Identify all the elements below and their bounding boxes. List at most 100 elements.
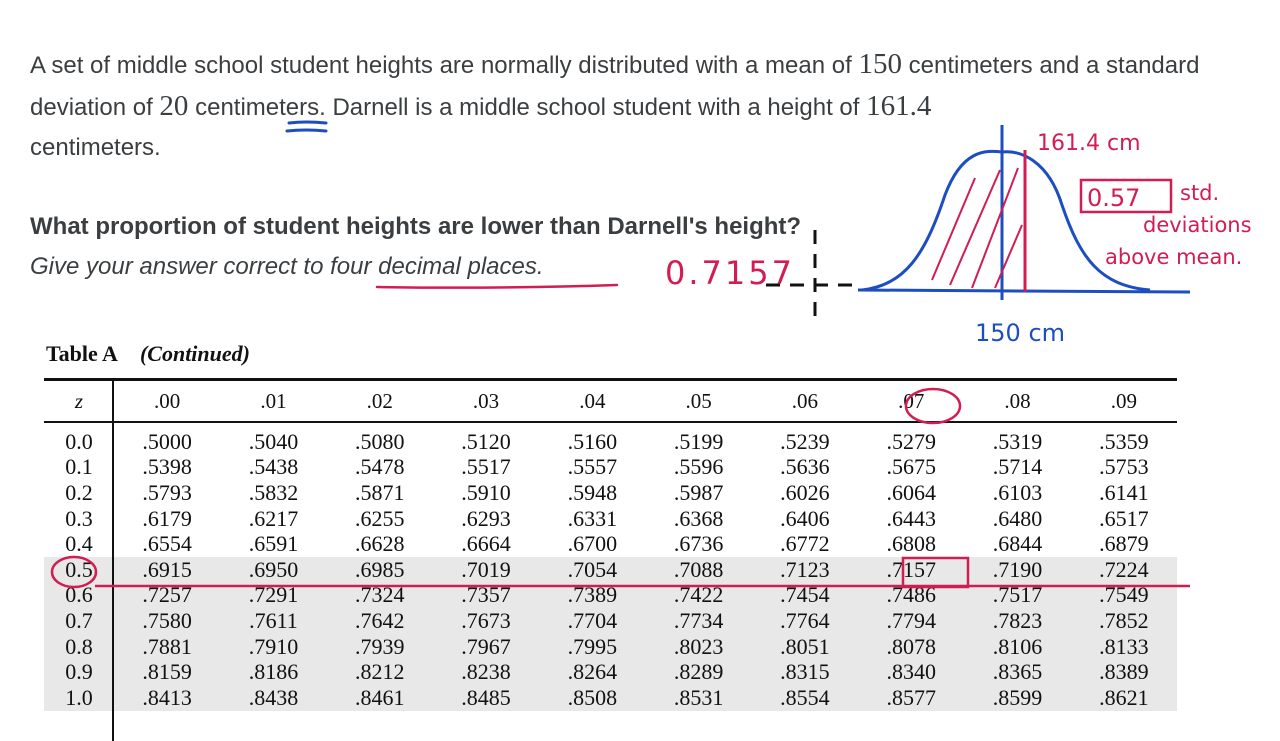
z-value-cell: 0.3 [65,505,93,531]
table-row: 0.8 .7881 .7910 .7939 .7967 .7995 .8023 .8051 .8… [44,634,1177,660]
table-header-row: z .00 .01 .02 .03 .04 .05 .06 .07 .08 .0… [44,381,1177,421]
probability-cell: .8577 [886,684,936,710]
table-body: 0.0.5000.5040.5080.5120.5160.5199.5239.5… [44,429,1177,711]
probability-cell: .7224 [1099,556,1149,582]
probability-cell: .8051 [780,633,830,659]
probability-cell: .6217 [248,505,299,531]
probability-cell: .6368 [673,505,724,531]
problem-text-2: centimeters and a standard deviation of [30,52,1200,121]
probability-cell: .7881 [142,633,192,659]
probability-cell: .5596 [673,454,724,480]
probability-cell: .7291 [248,582,299,608]
probability-cell: .8531 [673,684,724,710]
table-row: 0.0 .5000 .5040 .5080 .5120 .5160 .5199 .5239 .5… [44,429,1177,455]
probability-cell: .6443 [886,505,936,531]
probability-cell: .7642 [354,607,405,633]
probability-cell: .6844 [992,531,1043,557]
probability-cell: .7611 [249,607,298,633]
table-row: 0.6 .7257 .7291 .7324 .7357 .7389 .7422 .7454 .7… [44,582,1177,609]
probability-cell: .5000 [142,428,192,454]
probability-cell: .8389 [1099,659,1149,685]
col-header: .04 [579,388,606,413]
probability-cell: .7190 [992,556,1043,582]
probability-cell: .8340 [886,659,936,685]
z-value-cell: 0.2 [65,479,93,505]
probability-cell: .5359 [1099,428,1149,454]
probability-cell: .7257 [142,582,192,608]
question-text: What proportion of student heights are l… [30,213,802,240]
probability-cell: .8315 [780,659,830,685]
problem-text-4: centimeters. [30,134,161,161]
probability-cell: .8621 [1099,684,1149,710]
z-value-cell: 0.5 [65,556,93,582]
probability-cell: .5557 [567,454,618,480]
probability-cell: .8212 [354,659,405,685]
probability-cell: .7389 [567,582,618,608]
table-row: 0.7 .7580 .7611 .7642 .7673 .7704 .7734 .7764 .7… [44,608,1177,634]
table-row: 0.2 .5793 .5832 .5871 .5910 .5948 .5987 .6026 .6… [44,480,1177,506]
probability-cell: .5987 [673,479,724,505]
probability-cell: .5714 [992,454,1043,480]
table-row: 0.4 .6554 .6591 .6628 .6664 .6700 .6736 .6772 .6… [44,531,1177,557]
probability-cell: .7823 [992,607,1043,633]
mean-value: 150 [858,48,902,80]
probability-cell: .7019 [461,556,511,582]
probability-cell: .7995 [567,633,618,659]
probability-cell: .7517 [992,582,1043,608]
probability-cell: .5319 [992,428,1043,454]
table-top-rule [44,378,1177,381]
probability-cell: .6772 [780,531,830,557]
table-row: 0.3 .6179 .6217 .6255 .6293 .6331 .6368 .6406 .6… [44,506,1177,532]
z-value-box [1079,178,1173,214]
probability-cell: .8238 [461,659,511,685]
sd-label-line2: deviations [1143,213,1252,237]
probability-cell: .5040 [248,428,299,454]
col-header: .02 [366,388,393,413]
z-value-cell: 0.4 [65,531,93,557]
col-header: .09 [1110,388,1137,413]
probability-cell: .8264 [567,659,618,685]
col-header: .08 [1004,388,1031,413]
probability-cell: .7088 [673,556,724,582]
probability-cell: .6628 [354,531,405,557]
table-caption: Table A (Continued) [46,341,250,367]
probability-cell: .6664 [461,531,511,557]
probability-cell: .7486 [886,582,936,608]
z-value-cell: 0.7 [65,607,93,633]
probability-cell: .7580 [142,607,192,633]
probability-cell: .7734 [673,607,724,633]
probability-cell: .7939 [354,633,405,659]
probability-cell: .8133 [1099,633,1149,659]
probability-cell: .6064 [886,479,936,505]
probability-cell: .5279 [886,428,936,454]
probability-cell: .7704 [567,607,618,633]
probability-cell: .7764 [780,607,830,633]
table-z-divider [112,381,114,741]
probability-cell: .7852 [1099,607,1149,633]
probability-cell: .8159 [142,659,192,685]
probability-cell: .5636 [780,454,830,480]
probability-cell: .5910 [461,479,511,505]
probability-cell: .7357 [461,582,511,608]
problem-statement: A set of middle school student heights a… [30,44,1275,168]
probability-cell: .5948 [567,479,618,505]
probability-cell: .5239 [780,428,830,454]
z-value-cell: 0.1 [65,454,93,480]
probability-cell: .5871 [354,479,405,505]
table-continued: (Continued) [139,341,250,366]
probability-cell: .7549 [1099,582,1149,608]
problem-text-1: A set of middle school student heights a… [30,52,859,79]
probability-cell: .8023 [673,633,724,659]
z-header: z [74,388,84,413]
col-header: .06 [791,388,819,413]
probability-cell: .7422 [673,582,724,608]
col-header: .00 [154,388,181,413]
probability-cell: .8078 [886,633,936,659]
probability-cell: .5675 [886,454,936,480]
probability-cell: .5832 [248,479,299,505]
z-value-cell: 0.0 [65,428,93,454]
probability-cell: .5199 [673,428,724,454]
probability-cell: .6879 [1099,531,1149,557]
probability-cell: .8461 [354,684,405,710]
table-header-rule [44,421,1177,423]
